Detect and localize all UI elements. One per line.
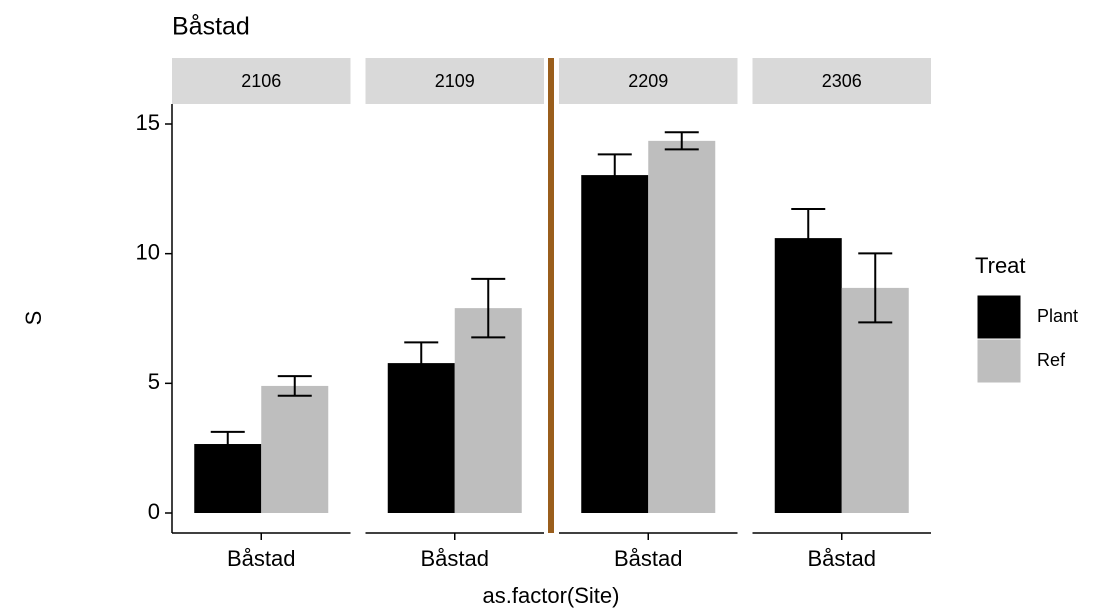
y-tick-label: 10 bbox=[136, 239, 160, 264]
x-tick-label: Båstad bbox=[808, 546, 877, 571]
strip-label: 2306 bbox=[822, 71, 862, 91]
bar bbox=[774, 238, 842, 513]
strip-label: 2106 bbox=[241, 71, 281, 91]
legend-key bbox=[976, 294, 1022, 340]
chart-title: Båstad bbox=[172, 13, 250, 41]
y-tick-label: 15 bbox=[136, 110, 160, 135]
bar bbox=[454, 308, 522, 513]
legend-key bbox=[976, 338, 1022, 384]
strip bbox=[559, 58, 738, 104]
bar bbox=[261, 385, 329, 513]
y-axis-title: S bbox=[21, 311, 46, 326]
x-tick-label: Båstad bbox=[614, 546, 683, 571]
strip-label: 2209 bbox=[628, 71, 668, 91]
legend-label: Plant bbox=[1037, 306, 1078, 326]
strip bbox=[752, 58, 931, 104]
bar bbox=[387, 363, 455, 513]
x-tick-label: Båstad bbox=[227, 546, 296, 571]
strip bbox=[365, 58, 544, 104]
legend-title: Treat bbox=[975, 253, 1026, 278]
y-tick-label: 5 bbox=[148, 369, 160, 394]
x-axis-title: as.factor(Site) bbox=[483, 583, 620, 608]
x-tick-label: Båstad bbox=[421, 546, 490, 571]
legend-label: Ref bbox=[1037, 350, 1066, 370]
strip-label: 2109 bbox=[435, 71, 475, 91]
bar bbox=[648, 140, 716, 513]
divider bbox=[548, 58, 554, 533]
y-tick-label: 0 bbox=[148, 499, 160, 524]
bar bbox=[581, 175, 649, 513]
bar bbox=[841, 287, 909, 513]
strip bbox=[172, 58, 351, 104]
